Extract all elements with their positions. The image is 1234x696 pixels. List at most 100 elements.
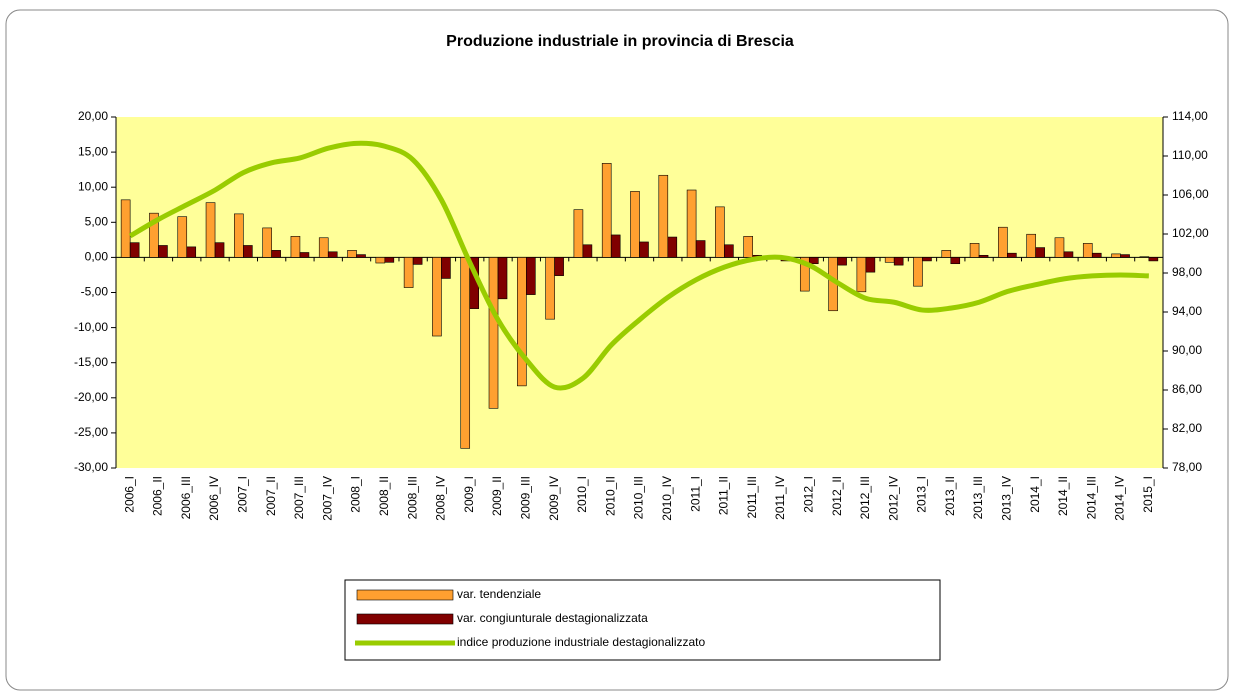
bar: [205, 202, 216, 258]
x-tick-label: 2009_III: [518, 476, 532, 519]
legend-swatch: [356, 589, 454, 601]
bar: [497, 257, 508, 300]
x-tick-label: 2012_III: [858, 476, 872, 519]
y2-tick-label: 110,00: [1172, 148, 1208, 162]
bar: [724, 244, 734, 258]
bar: [384, 257, 395, 263]
bar: [1082, 243, 1093, 258]
bar: [158, 245, 168, 258]
bar: [856, 257, 867, 293]
x-tick-label: 2013_III: [971, 476, 985, 519]
x-tick-label: 2012_II: [830, 476, 844, 516]
x-tick-label: 2007_I: [236, 476, 250, 513]
x-tick-label: 2007_IV: [320, 476, 334, 521]
y-tick-label: 20,00: [78, 109, 108, 123]
line: [128, 140, 1149, 391]
bar: [271, 250, 281, 258]
bar: [177, 216, 188, 258]
bar: [1035, 247, 1045, 258]
y-tick-label: -5,00: [81, 285, 109, 299]
x-tick-label: 2010_II: [603, 476, 617, 516]
bar: [290, 236, 301, 258]
bar: [639, 241, 649, 258]
bar: [893, 257, 904, 266]
x-tick-label: 2012_IV: [886, 476, 900, 521]
bar: [554, 257, 564, 276]
bar: [695, 240, 706, 258]
x-tick-label: 2011_III: [745, 476, 759, 518]
x-tick-label: 2014_IV: [1113, 476, 1127, 521]
bar: [582, 244, 593, 258]
bar: [460, 257, 471, 449]
y-tick-label: -30,00: [74, 460, 108, 474]
bar: [214, 242, 225, 258]
y2-tick-label: 106,00: [1172, 187, 1209, 201]
y-tick-label: -10,00: [74, 320, 108, 334]
bar: [299, 252, 310, 258]
x-tick-label: 2009_IV: [547, 476, 561, 521]
x-tick-label: 2009_I: [462, 476, 476, 513]
x-tick-label: 2008_I: [349, 476, 363, 513]
y-tick-label: 10,00: [78, 179, 108, 193]
bar: [129, 242, 140, 258]
x-tick-label: 2006_III: [179, 476, 193, 519]
y-tick-label: -20,00: [74, 390, 108, 404]
bar: [517, 257, 527, 387]
y2-tick-label: 94,00: [1172, 304, 1202, 318]
x-tick-label: 2007_II: [264, 476, 278, 516]
bar: [149, 212, 159, 258]
bar: [686, 189, 697, 258]
y2-tick-label: 82,00: [1172, 421, 1202, 435]
bar: [922, 257, 932, 262]
x-tick-label: 2010_I: [575, 476, 589, 513]
bar: [601, 163, 612, 258]
y2-tick-label: 78,00: [1172, 460, 1202, 474]
bar: [243, 245, 253, 258]
bar: [262, 227, 272, 258]
x-tick-label: 2011_IV: [773, 476, 787, 520]
bar: [913, 257, 923, 287]
x-tick-label: 2011_I: [688, 476, 702, 512]
bar: [743, 236, 753, 258]
x-tick-label: 2009_II: [490, 476, 504, 516]
bar: [998, 226, 1008, 258]
bar: [347, 250, 357, 258]
bar: [1054, 237, 1065, 258]
bar: [884, 257, 895, 263]
y-tick-label: 0,00: [85, 250, 109, 264]
bar: [356, 254, 366, 258]
bar: [403, 257, 414, 288]
y-tick-label: 5,00: [85, 214, 109, 228]
bar: [667, 236, 678, 258]
bar: [610, 234, 621, 258]
bar: [526, 257, 536, 295]
bar: [1007, 252, 1017, 258]
x-tick-label: 2011_II: [717, 476, 731, 515]
x-tick-label: 2012_I: [801, 476, 815, 513]
x-tick-label: 2014_III: [1084, 476, 1098, 519]
x-tick-label: 2013_IV: [1000, 476, 1014, 521]
y2-tick-label: 114,00: [1172, 109, 1208, 123]
bar: [715, 206, 725, 258]
bar: [658, 174, 669, 258]
bar: [808, 257, 819, 265]
x-tick-label: 2006_I: [122, 476, 136, 513]
x-tick-label: 2014_II: [1056, 476, 1070, 516]
x-tick-label: 2008_IV: [434, 476, 448, 521]
y2-tick-label: 102,00: [1172, 226, 1209, 240]
bar: [432, 257, 442, 337]
legend-label: var. tendenziale: [457, 587, 541, 601]
x-tick-label: 2014_I: [1028, 476, 1042, 513]
legend-label: var. congiunturale destagionalizzata: [457, 611, 648, 625]
x-tick-label: 2007_III: [292, 476, 306, 519]
y2-tick-label: 90,00: [1172, 343, 1202, 357]
x-tick-label: 2006_II: [151, 476, 165, 516]
bar: [234, 213, 244, 258]
bar: [375, 257, 386, 264]
bar: [1111, 253, 1121, 258]
bar: [1063, 251, 1074, 258]
bar: [573, 209, 584, 258]
bar: [799, 257, 810, 292]
x-tick-label: 2013_I: [915, 476, 929, 513]
y2-tick-label: 86,00: [1172, 382, 1202, 396]
